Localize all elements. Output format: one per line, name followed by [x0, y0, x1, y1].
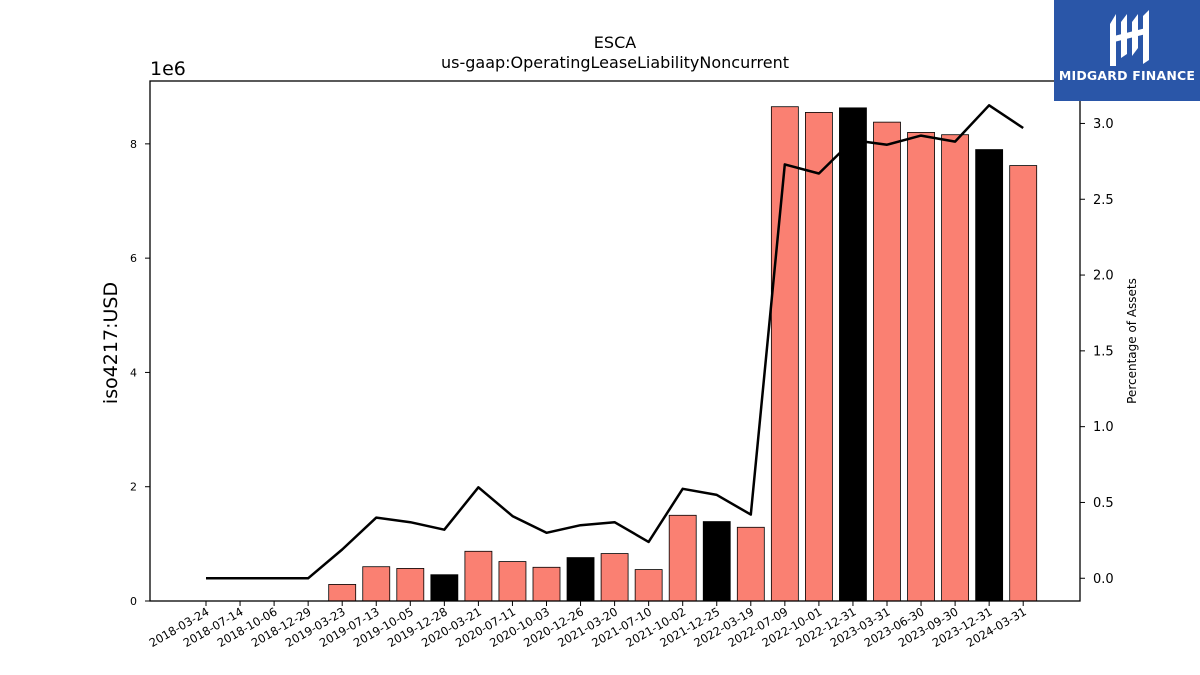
midgard-finance-logo: MIDGARD FINANCE	[1054, 0, 1200, 101]
logo-mark-icon	[1110, 10, 1149, 66]
bar	[702, 521, 731, 602]
y2-axis-label: Percentage of Assets	[1125, 278, 1139, 404]
bar	[839, 107, 867, 602]
bar	[907, 132, 935, 602]
y2-tick-label: 2.5	[1093, 193, 1114, 208]
y2-tick-label: 2.0	[1093, 269, 1114, 284]
bar	[770, 106, 799, 602]
y-tick-label: 2	[130, 481, 137, 494]
bar	[600, 553, 629, 602]
y-tick-label: 0	[130, 595, 137, 608]
y2-tick-label: 1.0	[1093, 420, 1114, 435]
y2-tick-label: 3.0	[1093, 117, 1114, 132]
y-offset-label: 1e6	[150, 58, 186, 80]
bar	[975, 149, 1004, 602]
y-tick-label: 4	[130, 366, 137, 379]
y2-tick-label: 1.5	[1093, 344, 1114, 359]
y-axis-label: iso4217:USD	[100, 282, 122, 404]
bar	[396, 568, 425, 602]
bar	[362, 566, 391, 602]
bar	[566, 557, 595, 602]
bar	[532, 566, 561, 602]
chart-title: ESCA	[594, 33, 636, 52]
bar	[736, 526, 765, 602]
logo-text: MIDGARD FINANCE	[1058, 68, 1196, 83]
bar-group	[328, 106, 1038, 602]
bar	[1009, 165, 1038, 602]
axes	[145, 80, 1085, 606]
y2-tick-label: 0.5	[1093, 496, 1114, 511]
line-group	[206, 104, 1024, 580]
bar	[464, 550, 493, 602]
y-tick-label: 8	[130, 138, 137, 151]
bar	[668, 514, 697, 602]
y-tick-label: 6	[130, 252, 137, 265]
y2-tick-label: 0.0	[1093, 572, 1114, 587]
bar	[805, 112, 833, 602]
bar	[328, 584, 357, 602]
bar	[873, 121, 901, 602]
bar	[430, 574, 459, 602]
bar	[941, 134, 969, 602]
chart-subtitle: us-gaap:OperatingLeaseLiabilityNoncurren…	[441, 53, 789, 72]
percentage-line	[206, 104, 1024, 580]
bar	[634, 569, 663, 602]
bar	[498, 561, 527, 602]
